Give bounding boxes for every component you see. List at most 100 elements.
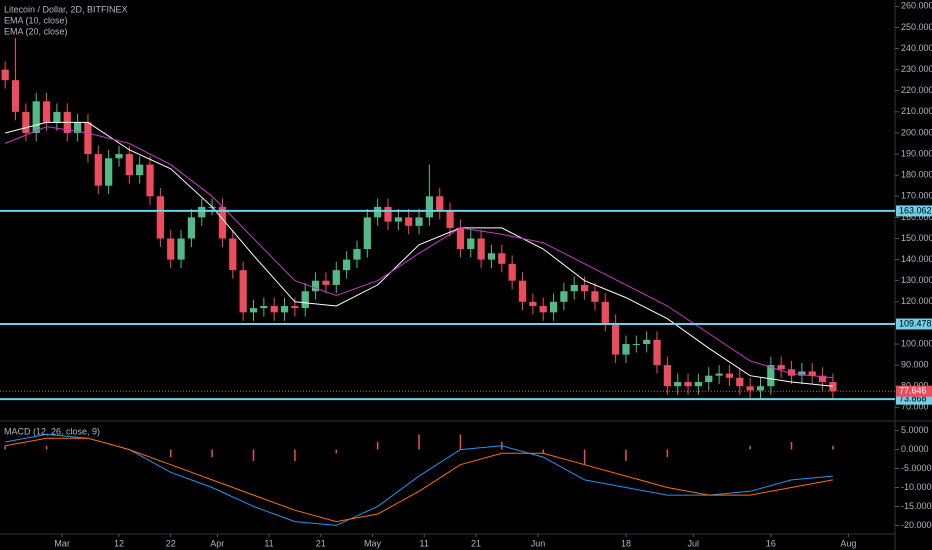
candle-body — [42, 101, 51, 123]
candle-body — [105, 158, 113, 186]
y-tick-label: 250.000 — [901, 22, 932, 32]
candle-body — [187, 217, 196, 239]
candle-body — [73, 122, 82, 133]
candle-body — [705, 375, 713, 383]
chart-title: Litecoin / Dollar, 2D, BITFINEX — [4, 4, 128, 14]
y-tick-label: 70.000 — [901, 402, 929, 412]
y-tick-label: -20.0000 — [901, 520, 932, 530]
candle-body — [363, 217, 371, 250]
signal-line — [5, 437, 833, 523]
candle-body — [829, 382, 837, 392]
y-tick-label: 200.000 — [901, 127, 932, 137]
candle-body — [436, 196, 444, 212]
candle-body — [612, 322, 620, 355]
candle-body — [415, 217, 423, 226]
candle-body — [229, 238, 237, 271]
last-price-label: 77.646 — [899, 386, 927, 396]
y-tick-label: 260.000 — [901, 1, 932, 11]
y-tick-label: 5.0000 — [901, 425, 929, 435]
y-tick-label: -5.0000 — [901, 463, 932, 473]
candle-body — [22, 111, 30, 133]
candle-body — [84, 122, 92, 155]
y-tick-label: 180.000 — [901, 170, 932, 180]
x-tick-label: 11 — [420, 538, 429, 548]
candle-body — [446, 211, 454, 228]
candle-body — [643, 339, 651, 345]
level-tag — [896, 393, 932, 405]
candle-body — [374, 206, 382, 218]
candle-body — [156, 196, 164, 239]
y-tick-label: -15.0000 — [901, 501, 932, 511]
x-tick-label: Jul — [687, 538, 699, 548]
candle-body — [425, 196, 434, 218]
candle-body — [487, 253, 496, 260]
level-label: 163.062 — [899, 205, 932, 215]
candle-body — [756, 386, 765, 391]
level-tag — [896, 318, 932, 330]
macd-title: MACD (12, 26, close, 9) — [4, 426, 100, 436]
candle-body — [32, 101, 40, 133]
candle-body — [467, 238, 475, 250]
candle-body — [177, 238, 185, 260]
candle-body — [218, 206, 227, 239]
candle-body — [715, 373, 723, 376]
candle-body — [167, 238, 175, 260]
candle-body — [136, 164, 144, 176]
x-tick-label: 16 — [766, 538, 776, 548]
level-label: 109.478 — [899, 318, 932, 328]
candle-body — [694, 382, 703, 387]
y-tick-label: 220.000 — [901, 85, 932, 95]
ema-line — [5, 121, 833, 387]
candle-body — [249, 308, 258, 313]
candle-body — [539, 306, 547, 313]
y-tick-label: 240.000 — [901, 43, 932, 53]
x-tick-label: 22 — [166, 538, 176, 548]
candle-body — [560, 291, 568, 302]
candle-body — [622, 344, 630, 355]
candle-body — [384, 206, 392, 222]
x-tick-label: 21 — [471, 538, 481, 548]
candle-body — [684, 382, 692, 387]
y-tick-label: 150.000 — [901, 233, 932, 243]
x-tick-label: 21 — [316, 538, 326, 548]
candle-body — [456, 227, 465, 250]
candle-body — [808, 371, 816, 376]
candle-body — [270, 306, 278, 313]
candle-body — [508, 263, 516, 281]
candle-body — [653, 339, 661, 366]
level-tag — [896, 205, 932, 217]
y-tick-label: 190.000 — [901, 148, 932, 158]
candle-body — [663, 365, 671, 387]
x-tick-label: Apr — [210, 538, 224, 548]
candle-body — [674, 382, 682, 387]
legend-entry: EMA (20, close) — [4, 26, 68, 36]
y-tick-label: 140.000 — [901, 254, 932, 264]
candle-body — [260, 306, 268, 309]
candle-body — [332, 270, 340, 285]
y-tick-label: 170.000 — [901, 191, 932, 201]
candle-body — [746, 386, 754, 391]
candle-body — [115, 154, 123, 159]
level-label: 73.868 — [899, 394, 927, 404]
y-tick-label: -10.0000 — [901, 482, 932, 492]
x-tick-label: 12 — [114, 538, 124, 548]
y-tick-label: 100.000 — [901, 338, 932, 348]
candle-body — [777, 365, 785, 370]
macd-line — [5, 433, 833, 526]
y-tick-label: 0.0000 — [901, 444, 929, 454]
candle-body — [301, 291, 309, 309]
candle-body — [198, 206, 206, 218]
candle-body — [1, 69, 9, 81]
x-tick-label: May — [364, 538, 382, 548]
x-tick-label: 11 — [264, 538, 273, 548]
candle-body — [342, 259, 351, 271]
x-tick-label: Aug — [840, 538, 856, 548]
candle-body — [239, 270, 247, 313]
y-tick-label: 230.000 — [901, 64, 932, 74]
candle-body — [787, 369, 796, 376]
candle-body — [94, 154, 102, 186]
candle-body — [736, 377, 744, 387]
y-tick-label: 210.000 — [901, 106, 932, 116]
